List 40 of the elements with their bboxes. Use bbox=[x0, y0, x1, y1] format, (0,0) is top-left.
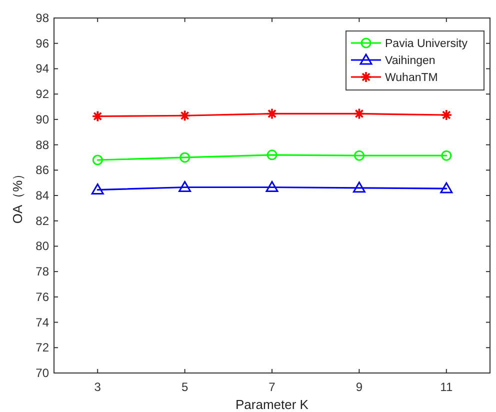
y-tick-label: 88 bbox=[36, 138, 50, 152]
legend-label: WuhanTM bbox=[385, 72, 438, 84]
point bbox=[440, 182, 453, 194]
point bbox=[266, 108, 278, 120]
point bbox=[91, 184, 104, 195]
point bbox=[353, 108, 366, 120]
legend-label: Vaihingen bbox=[385, 55, 436, 67]
y-tick-label: 80 bbox=[36, 239, 50, 254]
point bbox=[440, 109, 452, 121]
y-tick-label: 96 bbox=[36, 36, 50, 50]
x-axis-title: Parameter K bbox=[236, 397, 309, 412]
y-tick-label: 78 bbox=[36, 264, 50, 279]
y-tick-label: 98 bbox=[36, 11, 50, 25]
y-tick-label: 86 bbox=[36, 163, 50, 178]
y-tick-label: 94 bbox=[36, 62, 50, 76]
legend-label: Pavia University bbox=[385, 38, 468, 50]
x-tick-label: 7 bbox=[268, 380, 276, 394]
y-tick-label: 82 bbox=[36, 214, 50, 228]
y-tick-label: 72 bbox=[36, 340, 50, 355]
x-tick-label: 3 bbox=[94, 380, 102, 394]
y-tick-label: 84 bbox=[36, 188, 50, 202]
y-tick-label: 90 bbox=[36, 112, 50, 126]
point bbox=[441, 150, 452, 161]
point bbox=[92, 154, 103, 166]
point bbox=[266, 181, 278, 192]
y-axis-title: OA（%） bbox=[10, 167, 25, 224]
point bbox=[266, 150, 278, 160]
x-tick-label: 11 bbox=[440, 380, 453, 394]
y-tick-label: 70 bbox=[36, 366, 50, 380]
point bbox=[354, 150, 364, 161]
point bbox=[178, 110, 191, 122]
y-tick-label: 74 bbox=[36, 315, 50, 330]
x-tick-label: 5 bbox=[181, 380, 188, 394]
point bbox=[180, 152, 190, 163]
x-tick-label: 9 bbox=[356, 380, 363, 394]
point bbox=[178, 181, 192, 192]
y-tick-label: 92 bbox=[36, 87, 50, 102]
point bbox=[352, 182, 366, 193]
point bbox=[92, 110, 104, 122]
y-tick-label: 76 bbox=[36, 290, 50, 304]
